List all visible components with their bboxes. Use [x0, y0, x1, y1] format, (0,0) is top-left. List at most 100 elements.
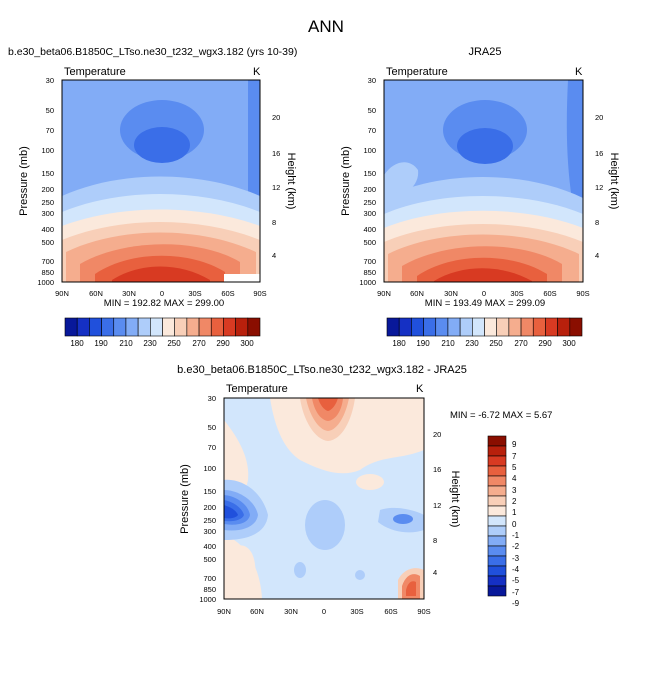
panel-obs-stats: MIN = 193.49 MAX = 299.09	[425, 298, 545, 309]
panel-obs-yticks: 30 50 70 100 150 200 250 300 400 500 700…	[359, 76, 376, 287]
colorbar-cell	[435, 317, 449, 337]
colorbar-label: -1	[512, 531, 520, 540]
colorbar-cell	[508, 317, 522, 337]
panel-model: b.e30_beta06.B1850C_LTso.ne30_t232_wgx3.…	[8, 46, 297, 309]
y2tick-label: 20	[272, 113, 280, 122]
colorbar-label: 300	[562, 339, 576, 348]
colorbar-cell	[459, 317, 473, 337]
ytick-label: 150	[363, 169, 376, 178]
panel-diff-stats: MIN = -6.72 MAX = 5.67	[450, 410, 552, 421]
xtick-label: 60S	[384, 607, 397, 616]
panel-diff-contours	[224, 398, 424, 599]
colorbar-cell	[487, 435, 507, 447]
colorbar-label: 1	[512, 508, 517, 517]
panel-obs: JRA25 Temperature K Pressure (mb) Height…	[340, 46, 620, 309]
y2tick-label: 20	[433, 430, 441, 439]
ytick-label: 400	[41, 225, 54, 234]
colorbar-label: 210	[441, 339, 455, 348]
panel-model-stats: MIN = 192.82 MAX = 299.00	[104, 298, 224, 309]
ytick-label: 700	[203, 574, 216, 583]
colorbar-cell	[125, 317, 139, 337]
panel-obs-xticks: 90N 60N 30N 0 30S 60S 90S	[377, 289, 590, 298]
colorbar-cell	[496, 317, 510, 337]
y2tick-label: 16	[595, 149, 603, 158]
ytick-label: 1000	[37, 278, 54, 287]
xtick-label: 90S	[576, 289, 589, 298]
ytick-label: 850	[203, 585, 216, 594]
ytick-label: 150	[41, 169, 54, 178]
colorbar-label: 9	[512, 440, 517, 449]
panel-model-xticks: 90N 60N 30N 0 30S 60S 90S	[55, 289, 267, 298]
ytick-label: 500	[203, 555, 216, 564]
ytick-label: 70	[368, 126, 376, 135]
xtick-label: 60N	[250, 607, 264, 616]
y2tick-label: 8	[272, 218, 276, 227]
colorbar-cell	[423, 317, 437, 337]
ytick-label: 250	[203, 516, 216, 525]
ytick-label: 30	[208, 394, 216, 403]
panel-diff-y2ticks: 20 16 12 8 4	[433, 430, 441, 577]
colorbar-label: 300	[240, 339, 254, 348]
colorbar-cell	[487, 475, 507, 487]
panel-obs-contours	[384, 80, 583, 282]
panel-obs-y2label: Height (km)	[608, 153, 620, 210]
panel-diff-xticks: 90N 60N 30N 0 30S 60S 90S	[217, 607, 431, 616]
colorbar-cell	[520, 317, 534, 337]
colorbar-cell	[557, 317, 571, 337]
xtick-label: 30N	[284, 607, 298, 616]
figure-title: ANN	[308, 17, 344, 36]
xtick-label: 30N	[122, 289, 136, 298]
colorbar-cell	[89, 317, 102, 337]
colorbar-cell	[487, 465, 507, 477]
y2tick-label: 20	[595, 113, 603, 122]
panel-obs-units: K	[575, 66, 583, 78]
colorbar-cell	[472, 317, 485, 337]
colorbar-label: -5	[512, 576, 520, 585]
xtick-label: 30S	[350, 607, 363, 616]
colorbar-cell	[101, 317, 115, 337]
ytick-label: 700	[363, 257, 376, 266]
colorbar-cell	[398, 317, 412, 337]
xtick-label: 30N	[444, 289, 458, 298]
colorbar-cell	[411, 317, 424, 337]
xtick-label: 0	[322, 607, 326, 616]
xtick-label: 90S	[417, 607, 430, 616]
panel-diff: b.e30_beta06.B1850C_LTso.ne30_t232_wgx3.…	[177, 364, 552, 616]
ytick-label: 300	[41, 209, 54, 218]
y2tick-label: 12	[272, 183, 280, 192]
colorbar-label: 2	[512, 497, 517, 506]
y2tick-label: 4	[433, 568, 437, 577]
xtick-label: 30S	[510, 289, 523, 298]
colorbar-label: -7	[512, 588, 520, 597]
y2tick-label: 12	[595, 183, 603, 192]
colorbar-cell	[223, 317, 236, 337]
colorbar-cell	[487, 515, 507, 527]
colorbar-cell	[487, 445, 507, 457]
y2tick-label: 8	[595, 218, 599, 227]
panel-diff-ylabel: Pressure (mb)	[179, 464, 191, 534]
colorbar-label: 230	[143, 339, 157, 348]
ytick-label: 200	[363, 185, 376, 194]
ytick-label: 70	[208, 443, 216, 452]
ytick-label: 500	[41, 238, 54, 247]
ytick-label: 300	[363, 209, 376, 218]
panel-diff-units: K	[416, 383, 424, 395]
colorbar-cell	[487, 485, 507, 497]
colorbar-cell	[487, 495, 507, 507]
colorbar-cell	[386, 317, 400, 337]
xtick-label: 90N	[217, 607, 231, 616]
colorbar-cell	[487, 575, 507, 587]
panel-diff-y2label: Height (km)	[449, 471, 461, 528]
colorbar-diff	[487, 435, 507, 597]
colorbar-cell	[487, 585, 507, 597]
colorbar-label: 3	[512, 486, 517, 495]
colorbar-label: 210	[119, 339, 133, 348]
colorbar-label: 250	[489, 339, 503, 348]
ytick-label: 250	[41, 198, 54, 207]
panel-obs-title: JRA25	[468, 46, 501, 58]
colorbar-cell	[235, 317, 249, 337]
colorbar-cell	[487, 545, 507, 557]
colorbar-temp-model	[64, 317, 261, 337]
colorbar-label: 4	[512, 474, 517, 483]
